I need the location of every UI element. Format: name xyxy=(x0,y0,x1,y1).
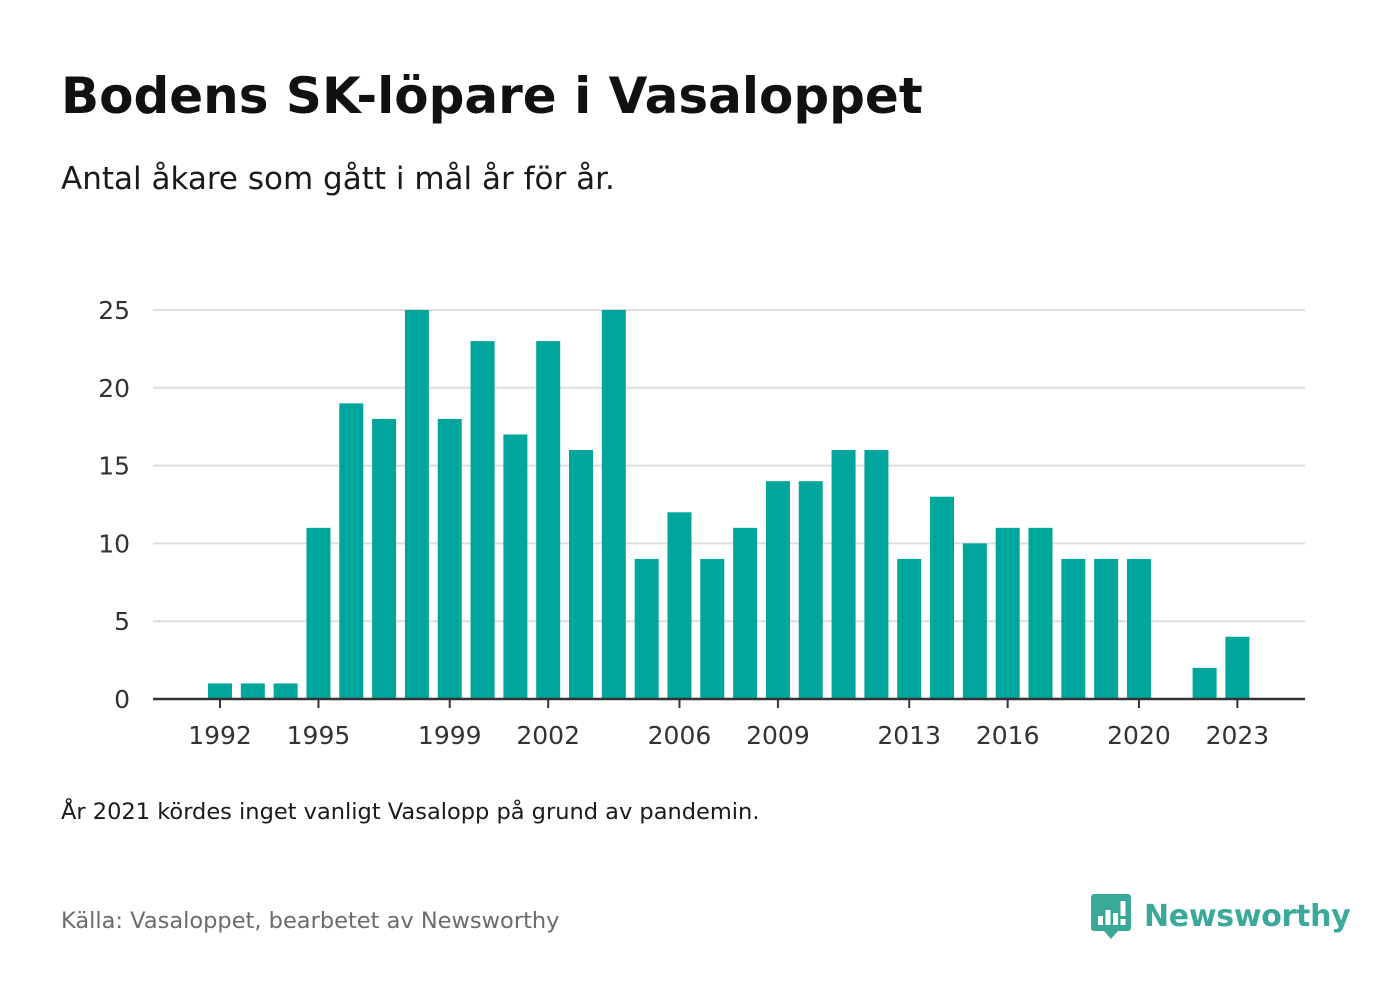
bar-2002 xyxy=(536,341,561,699)
bars xyxy=(208,310,1250,699)
bar-2011 xyxy=(831,450,856,699)
bar-1993 xyxy=(240,683,265,699)
chart-subtitle: Antal åkare som gått i mål år för år. xyxy=(61,161,615,197)
bar-2014 xyxy=(930,496,955,699)
bar-2012 xyxy=(864,450,889,699)
bar-1996 xyxy=(339,403,364,699)
bar-2001 xyxy=(503,434,528,699)
bar-2017 xyxy=(1028,527,1053,699)
brand-logo[interactable]: Newsworthy xyxy=(1090,892,1351,940)
bar-2000 xyxy=(470,341,495,699)
bar-1998 xyxy=(404,310,429,699)
bar-2020 xyxy=(1126,558,1151,699)
bar-2018 xyxy=(1061,558,1086,699)
x-tick-label: 1995 xyxy=(287,721,351,750)
chart-title: Bodens SK-löpare i Vasaloppet xyxy=(61,67,923,125)
bar-1994 xyxy=(273,683,298,699)
x-tick-label: 2023 xyxy=(1206,721,1270,750)
bar-2008 xyxy=(733,527,758,699)
chart-source: Källa: Vasaloppet, bearbetet av Newswort… xyxy=(61,908,560,934)
y-tick-label: 10 xyxy=(98,529,130,558)
bar-2005 xyxy=(634,558,659,699)
bar-2022 xyxy=(1192,667,1217,699)
brand-name: Newsworthy xyxy=(1144,898,1351,934)
x-tick-label: 2020 xyxy=(1107,721,1171,750)
bar-2004 xyxy=(601,310,626,699)
bar-1999 xyxy=(437,418,462,699)
bar-2023 xyxy=(1225,636,1250,699)
bar-2016 xyxy=(995,527,1020,699)
x-tick-label: 2013 xyxy=(877,721,941,750)
bar-1997 xyxy=(372,418,397,699)
bar-2007 xyxy=(700,558,725,699)
x-axis-labels: 1992 1995 1999 2002 2006 2009 2013 2016 2020 2023 xyxy=(188,721,1269,750)
bar-chart: 0 5 10 15 20 25 1992 1995 1999 2002 2006 2009 2013 2… xyxy=(98,296,1305,750)
y-axis-labels: 0 5 10 15 20 25 xyxy=(98,296,130,714)
bar-2009 xyxy=(765,481,790,699)
bar-2006 xyxy=(667,512,692,699)
newsworthy-logo-icon xyxy=(1091,894,1131,939)
bar-2013 xyxy=(897,558,922,699)
x-tick-label: 1999 xyxy=(418,721,482,750)
y-tick-label: 20 xyxy=(98,374,130,403)
x-tick-label: 2006 xyxy=(648,721,712,750)
chart-note: År 2021 kördes inget vanligt Vasalopp på… xyxy=(61,799,760,825)
y-tick-label: 15 xyxy=(98,452,130,481)
x-tick-label: 2009 xyxy=(746,721,810,750)
bar-2010 xyxy=(798,481,823,699)
x-axis xyxy=(153,697,1305,708)
bar-2019 xyxy=(1094,558,1119,699)
y-tick-label: 25 xyxy=(98,296,130,325)
y-tick-label: 5 xyxy=(114,607,130,636)
bar-2003 xyxy=(569,450,594,699)
x-tick-label: 1992 xyxy=(188,721,252,750)
y-tick-label: 0 xyxy=(114,685,130,714)
bar-1995 xyxy=(306,527,331,699)
x-tick-label: 2016 xyxy=(976,721,1040,750)
bar-1992 xyxy=(208,683,232,699)
bar-2015 xyxy=(962,543,987,699)
x-tick-label: 2002 xyxy=(516,721,580,750)
